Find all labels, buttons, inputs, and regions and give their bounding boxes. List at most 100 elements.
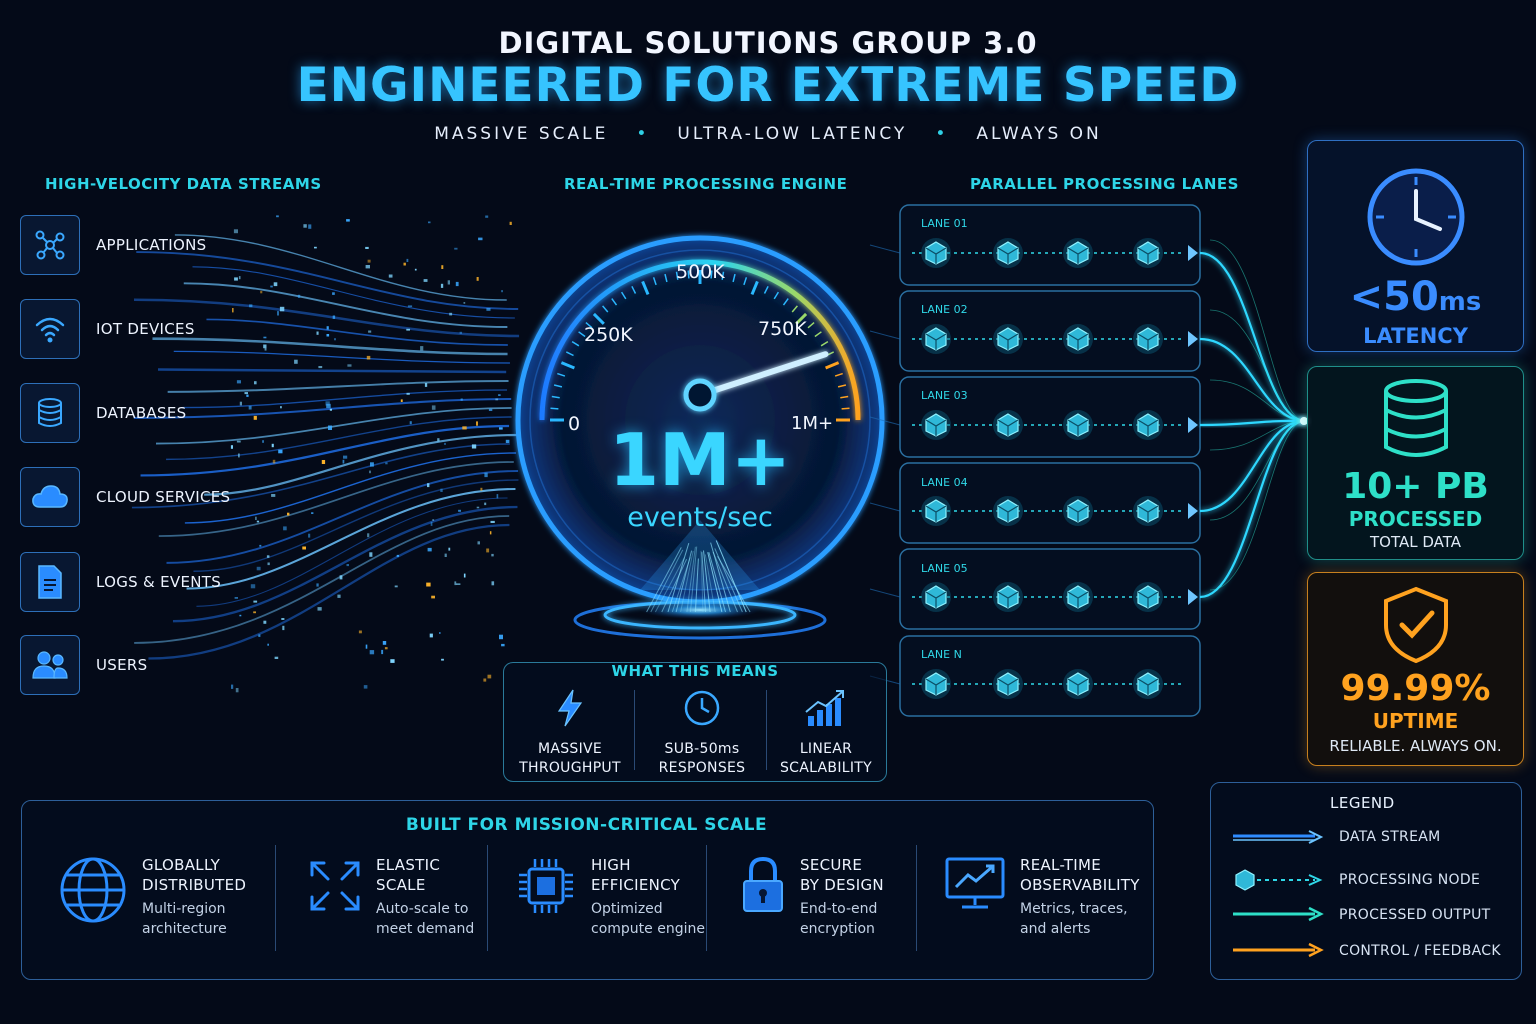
database-icon (1383, 379, 1448, 457)
globe-icon (60, 857, 126, 923)
source-label: CLOUD SERVICES (96, 488, 231, 506)
tagline-item: ALWAYS ON (976, 124, 1102, 144)
tagline-separator: • (636, 124, 650, 144)
legend-swatch-processed-output (1233, 906, 1324, 922)
stat-uptime: 99.99% UPTIME RELIABLE. ALWAYS ON. (1307, 572, 1524, 766)
legend-swatch-data-stream (1233, 830, 1324, 844)
lane-label: LANE 05 (921, 562, 968, 575)
source-databases: DATABASES (20, 382, 280, 444)
wifi-icon (20, 299, 80, 359)
source-label: IOT DEVICES (96, 320, 195, 338)
feature-desc: Multi-region (142, 901, 226, 917)
meaning-scalability: LINEAR SCALABILITY (762, 688, 890, 778)
feature-title: REAL-TIME (1020, 856, 1101, 874)
lanes-title: PARALLEL PROCESSING LANES (970, 175, 1239, 193)
shield-check-icon (1383, 586, 1448, 664)
source-label: DATABASES (96, 404, 187, 422)
meaning-responses: SUB-50ms RESPONSES (638, 688, 766, 778)
expand-arrows-icon (310, 861, 360, 911)
lane-label: LANE 02 (921, 303, 968, 316)
output-connectors (1199, 239, 1308, 599)
scale-panel (21, 800, 1154, 980)
divider (766, 690, 767, 770)
cloud-icon (20, 467, 80, 527)
feature-title: GLOBALLY (142, 856, 221, 874)
stat-uptime-label: UPTIME (1372, 709, 1459, 733)
source-cloud-services: CLOUD SERVICES (20, 466, 280, 528)
meaning-label: SUB-50ms RESPONSES (658, 741, 746, 776)
network-nodes-icon (20, 215, 80, 275)
meaning-label: MASSIVE THROUGHPUT (519, 741, 621, 776)
stat-processed: 10+ PB PROCESSED TOTAL DATA (1307, 366, 1524, 560)
source-label: LOGS & EVENTS (96, 573, 222, 591)
feature-globally-distributed: GLOBALLY DISTRIBUTED Multi-region architec… (58, 855, 246, 955)
feature-title: SECURE (800, 856, 863, 874)
legend-swatches (1233, 830, 1324, 958)
feature-title: ELASTIC (376, 856, 441, 874)
source-applications: APPLICATIONS (20, 214, 280, 276)
tagline: MASSIVE SCALE • ULTRA-LOW LATENCY • ALWA… (0, 124, 1536, 144)
tagline-separator: • (935, 124, 949, 144)
feature-elastic-scale: ELASTIC SCALE Auto-scale to meet demand (308, 855, 474, 955)
feature-desc: meet demand (376, 921, 475, 937)
data-stream-lines (131, 234, 520, 660)
scale-title: BUILT FOR MISSION-CRITICAL SCALE (405, 815, 768, 835)
meaning-label: LINEAR SCALABILITY (779, 741, 872, 776)
throughput-unit: events/sec (627, 502, 773, 533)
monitor-chart-icon (945, 857, 1005, 909)
meaning-title: WHAT THIS MEANS (611, 662, 779, 680)
feature-desc: encryption (800, 921, 875, 937)
feature-desc: and alerts (1020, 921, 1091, 937)
engine-title: REAL-TIME PROCESSING ENGINE (564, 175, 848, 193)
feature-title: OBSERVABILITY (1020, 876, 1140, 894)
feature-title: BY DESIGN (800, 876, 884, 894)
gauge-tick-0: 0 (568, 413, 581, 435)
clock-icon (684, 690, 720, 726)
gauge-tick-500k: 500K (676, 261, 725, 283)
stat-uptime-sub: RELIABLE. ALWAYS ON. (1329, 737, 1502, 755)
feature-secure-by-design: SECURE BY DESIGN End-to-end encryption (740, 855, 884, 955)
legend-label: PROCESSING NODE (1339, 872, 1481, 888)
clock-icon (1367, 168, 1464, 266)
stat-latency-label: LATENCY (1363, 324, 1468, 348)
users-icon (20, 635, 80, 695)
source-label: USERS (96, 656, 148, 674)
gauge-tick-1m: 1M+ (791, 413, 834, 434)
document-icon (20, 552, 80, 612)
feature-title: DISTRIBUTED (142, 876, 247, 894)
legend-label: CONTROL / FEEDBACK (1339, 943, 1501, 959)
feature-desc: Auto-scale to (376, 901, 469, 917)
legend-label: PROCESSED OUTPUT (1339, 907, 1491, 923)
feature-real-time-observability: REAL-TIME OBSERVABILITY Metrics, traces, a… (944, 855, 1140, 955)
stat-processed-value: 10+ PB (1342, 466, 1489, 507)
feature-desc: Optimized (591, 901, 663, 917)
feature-desc: Metrics, traces, (1020, 901, 1128, 917)
feature-title: HIGH (591, 856, 631, 874)
meaning-throughput: MASSIVE THROUGHPUT (506, 688, 634, 778)
tagline-item: MASSIVE SCALE (434, 124, 609, 144)
divider (916, 845, 917, 951)
divider (275, 845, 276, 951)
source-label: APPLICATIONS (96, 236, 207, 254)
source-iot-devices: IOT DEVICES (20, 298, 280, 360)
streams-title: HIGH-VELOCITY DATA STREAMS (45, 175, 322, 193)
source-users: USERS (20, 634, 280, 696)
source-logs-events: LOGS & EVENTS (20, 551, 280, 613)
divider (706, 845, 707, 951)
legend-panel (1210, 782, 1522, 980)
legend-title: LEGEND (1330, 794, 1395, 812)
header-supertitle: DIGITAL SOLUTIONS GROUP 3.0 (498, 26, 1038, 60)
stat-processed-label: PROCESSED (1348, 507, 1483, 531)
stat-latency-value: <50ms (1349, 274, 1482, 320)
gauge-tick-750k: 750K (758, 318, 807, 340)
throughput-value: 1M+ (608, 418, 792, 502)
divider (634, 690, 635, 770)
stat-processed-sub: TOTAL DATA (1370, 533, 1461, 551)
stat-latency: <50ms LATENCY (1307, 140, 1524, 352)
legend-swatch-control-feedback (1233, 942, 1324, 958)
data-particles (230, 215, 512, 693)
feature-desc: End-to-end (800, 901, 878, 917)
processing-lanes (869, 204, 1201, 717)
speed-gauge (515, 235, 885, 640)
